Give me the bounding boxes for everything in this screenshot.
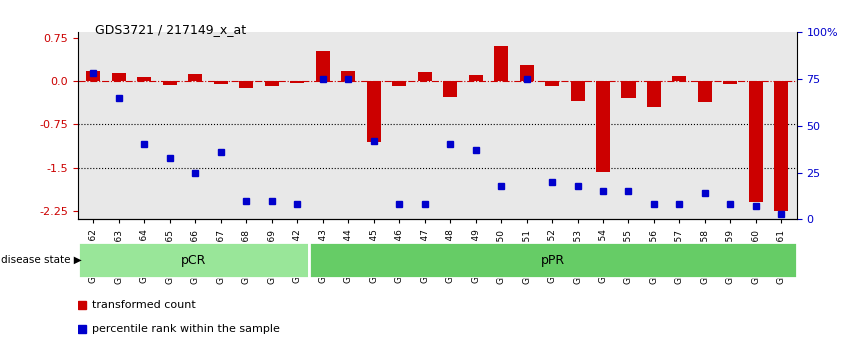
Text: transformed count: transformed count: [93, 300, 196, 310]
Bar: [366, 81, 381, 142]
Bar: [112, 73, 126, 81]
Bar: [309, 242, 797, 278]
Bar: [622, 81, 636, 98]
Bar: [188, 74, 202, 81]
Bar: [520, 65, 533, 81]
Text: GDS3721 / 217149_x_at: GDS3721 / 217149_x_at: [95, 23, 247, 36]
Bar: [571, 81, 585, 101]
Bar: [596, 81, 610, 172]
Bar: [673, 76, 687, 81]
Bar: [774, 81, 788, 211]
Bar: [265, 81, 279, 86]
Bar: [341, 71, 355, 81]
Text: disease state ▶: disease state ▶: [1, 255, 81, 265]
Bar: [290, 81, 304, 83]
Bar: [494, 46, 508, 81]
Bar: [647, 81, 661, 107]
Bar: [749, 81, 763, 202]
Bar: [78, 242, 309, 278]
Bar: [723, 81, 738, 84]
Text: pPR: pPR: [540, 254, 565, 267]
Bar: [239, 81, 253, 88]
Bar: [214, 81, 228, 84]
Bar: [545, 81, 559, 86]
Bar: [87, 70, 100, 81]
Text: percentile rank within the sample: percentile rank within the sample: [93, 324, 281, 333]
Bar: [469, 75, 482, 81]
Bar: [698, 81, 712, 102]
Text: pCR: pCR: [181, 254, 206, 267]
Bar: [417, 72, 431, 81]
Bar: [163, 81, 177, 85]
Bar: [392, 81, 406, 86]
Bar: [315, 51, 330, 81]
Bar: [137, 77, 152, 81]
Bar: [443, 81, 457, 97]
